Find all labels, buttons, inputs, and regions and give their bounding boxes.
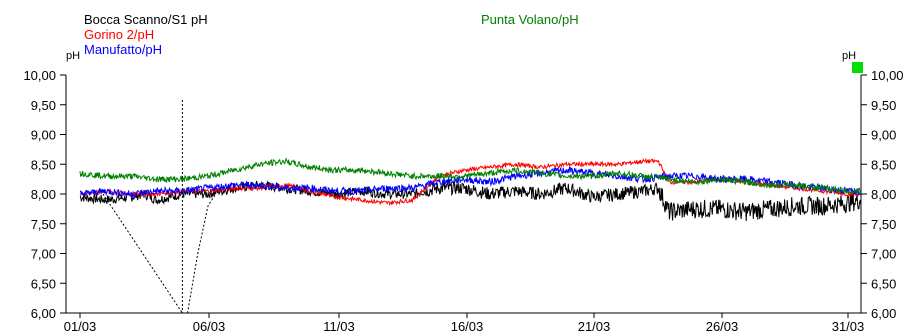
- y-tick-label-right: 7,50: [871, 217, 896, 232]
- y-tick-label-left: 6,00: [31, 306, 56, 321]
- y-tick-label-left: 9,50: [31, 98, 56, 113]
- y-tick-label-left: 8,50: [31, 157, 56, 172]
- y-tick-labels-right: 10,00 9,50 9,00 8,50 8,00 7,50 7,00 6,50…: [871, 68, 904, 321]
- y-tick-label-left: 6,50: [31, 276, 56, 291]
- x-tick-label: 11/03: [323, 319, 355, 333]
- y-tick-label-right: 6,50: [871, 276, 896, 291]
- y-unit-right: pH: [842, 50, 857, 62]
- y-tick-label-right: 9,00: [871, 128, 896, 143]
- dotted-spike-line: [102, 193, 217, 314]
- legend-punta-volano: Punta Volano/pH: [481, 12, 579, 27]
- x-tick-label: 26/03: [706, 319, 739, 333]
- legend-gorino: Gorino 2/pH: [84, 27, 155, 42]
- x-tick-labels: 01/03 06/03 11/03 16/03 21/03 26/03 31/0…: [64, 319, 865, 333]
- y-tick-label-right: 8,50: [871, 157, 896, 172]
- y-tick-label-right: 9,50: [871, 98, 896, 113]
- legend-manufatto: Manufatto/pH: [84, 42, 163, 57]
- x-tick-label: 01/03: [64, 319, 97, 333]
- y-tick-label-right: 7,00: [871, 247, 896, 262]
- x-tick-label: 31/03: [832, 319, 865, 333]
- annotation-layer: [102, 100, 217, 314]
- x-ticks: [79, 313, 849, 318]
- y-tick-label-left: 7,50: [31, 217, 56, 232]
- series-line: [79, 157, 862, 196]
- y-tick-label-left: 9,00: [31, 128, 56, 143]
- y-ticks-right: [861, 74, 867, 314]
- y-unit-left: pH: [66, 50, 81, 62]
- series-line: [79, 180, 862, 222]
- series-layer: [79, 157, 862, 222]
- y-ticks-left: [60, 74, 66, 314]
- y-tick-label-left: 7,00: [31, 247, 56, 262]
- x-tick-label: 21/03: [578, 319, 611, 333]
- y-tick-label-left: 8,00: [31, 187, 56, 202]
- y-tick-labels-left: 10,00 9,50 9,00 8,50 8,00 7,50 7,00 6,50…: [23, 68, 56, 321]
- x-tick-label: 06/03: [193, 319, 226, 333]
- x-tick-label: 16/03: [451, 319, 484, 333]
- y-tick-label-right: 10,00: [871, 68, 904, 83]
- y-tick-label-right: 8,00: [871, 187, 896, 202]
- legend-bocca-scanno: Bocca Scanno/S1 pH: [84, 12, 208, 27]
- y-tick-label-right: 6,00: [871, 306, 896, 321]
- status-indicator: [852, 62, 863, 73]
- y-tick-label-left: 10,00: [23, 68, 56, 83]
